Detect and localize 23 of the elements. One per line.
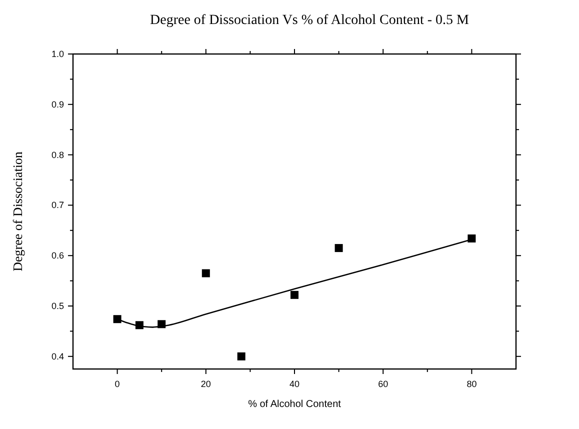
y-tick-label: 1.0 [51,49,64,59]
y-tick-label: 0.6 [51,250,64,261]
point [135,321,144,330]
y-tick-label: 0.7 [51,200,64,210]
point [237,352,246,360]
x-tick-label: 0 [114,379,120,389]
x-tick-label: 20 [200,379,211,389]
chart-title: Degree of Dissociation Vs % of Alcohol Content - 0.5 M [150,13,470,28]
y-tick-label: 0.5 [51,301,64,311]
y-axis-title: Degree of Dissociation [10,151,25,272]
x-tick-label: 40 [289,379,300,389]
x-axis-title: % of Alcohol Content [248,399,342,410]
y-tick-label: 0.9 [51,99,64,110]
x-tick-label: 60 [378,379,388,389]
point [158,320,166,328]
x-tick-label: 80 [466,379,477,389]
point [113,315,122,324]
y-tick-label: 0.8 [51,150,64,160]
point [290,290,298,299]
y-tick-label: 0.4 [51,351,64,362]
point [334,244,343,252]
point [468,234,476,242]
point [202,269,210,278]
